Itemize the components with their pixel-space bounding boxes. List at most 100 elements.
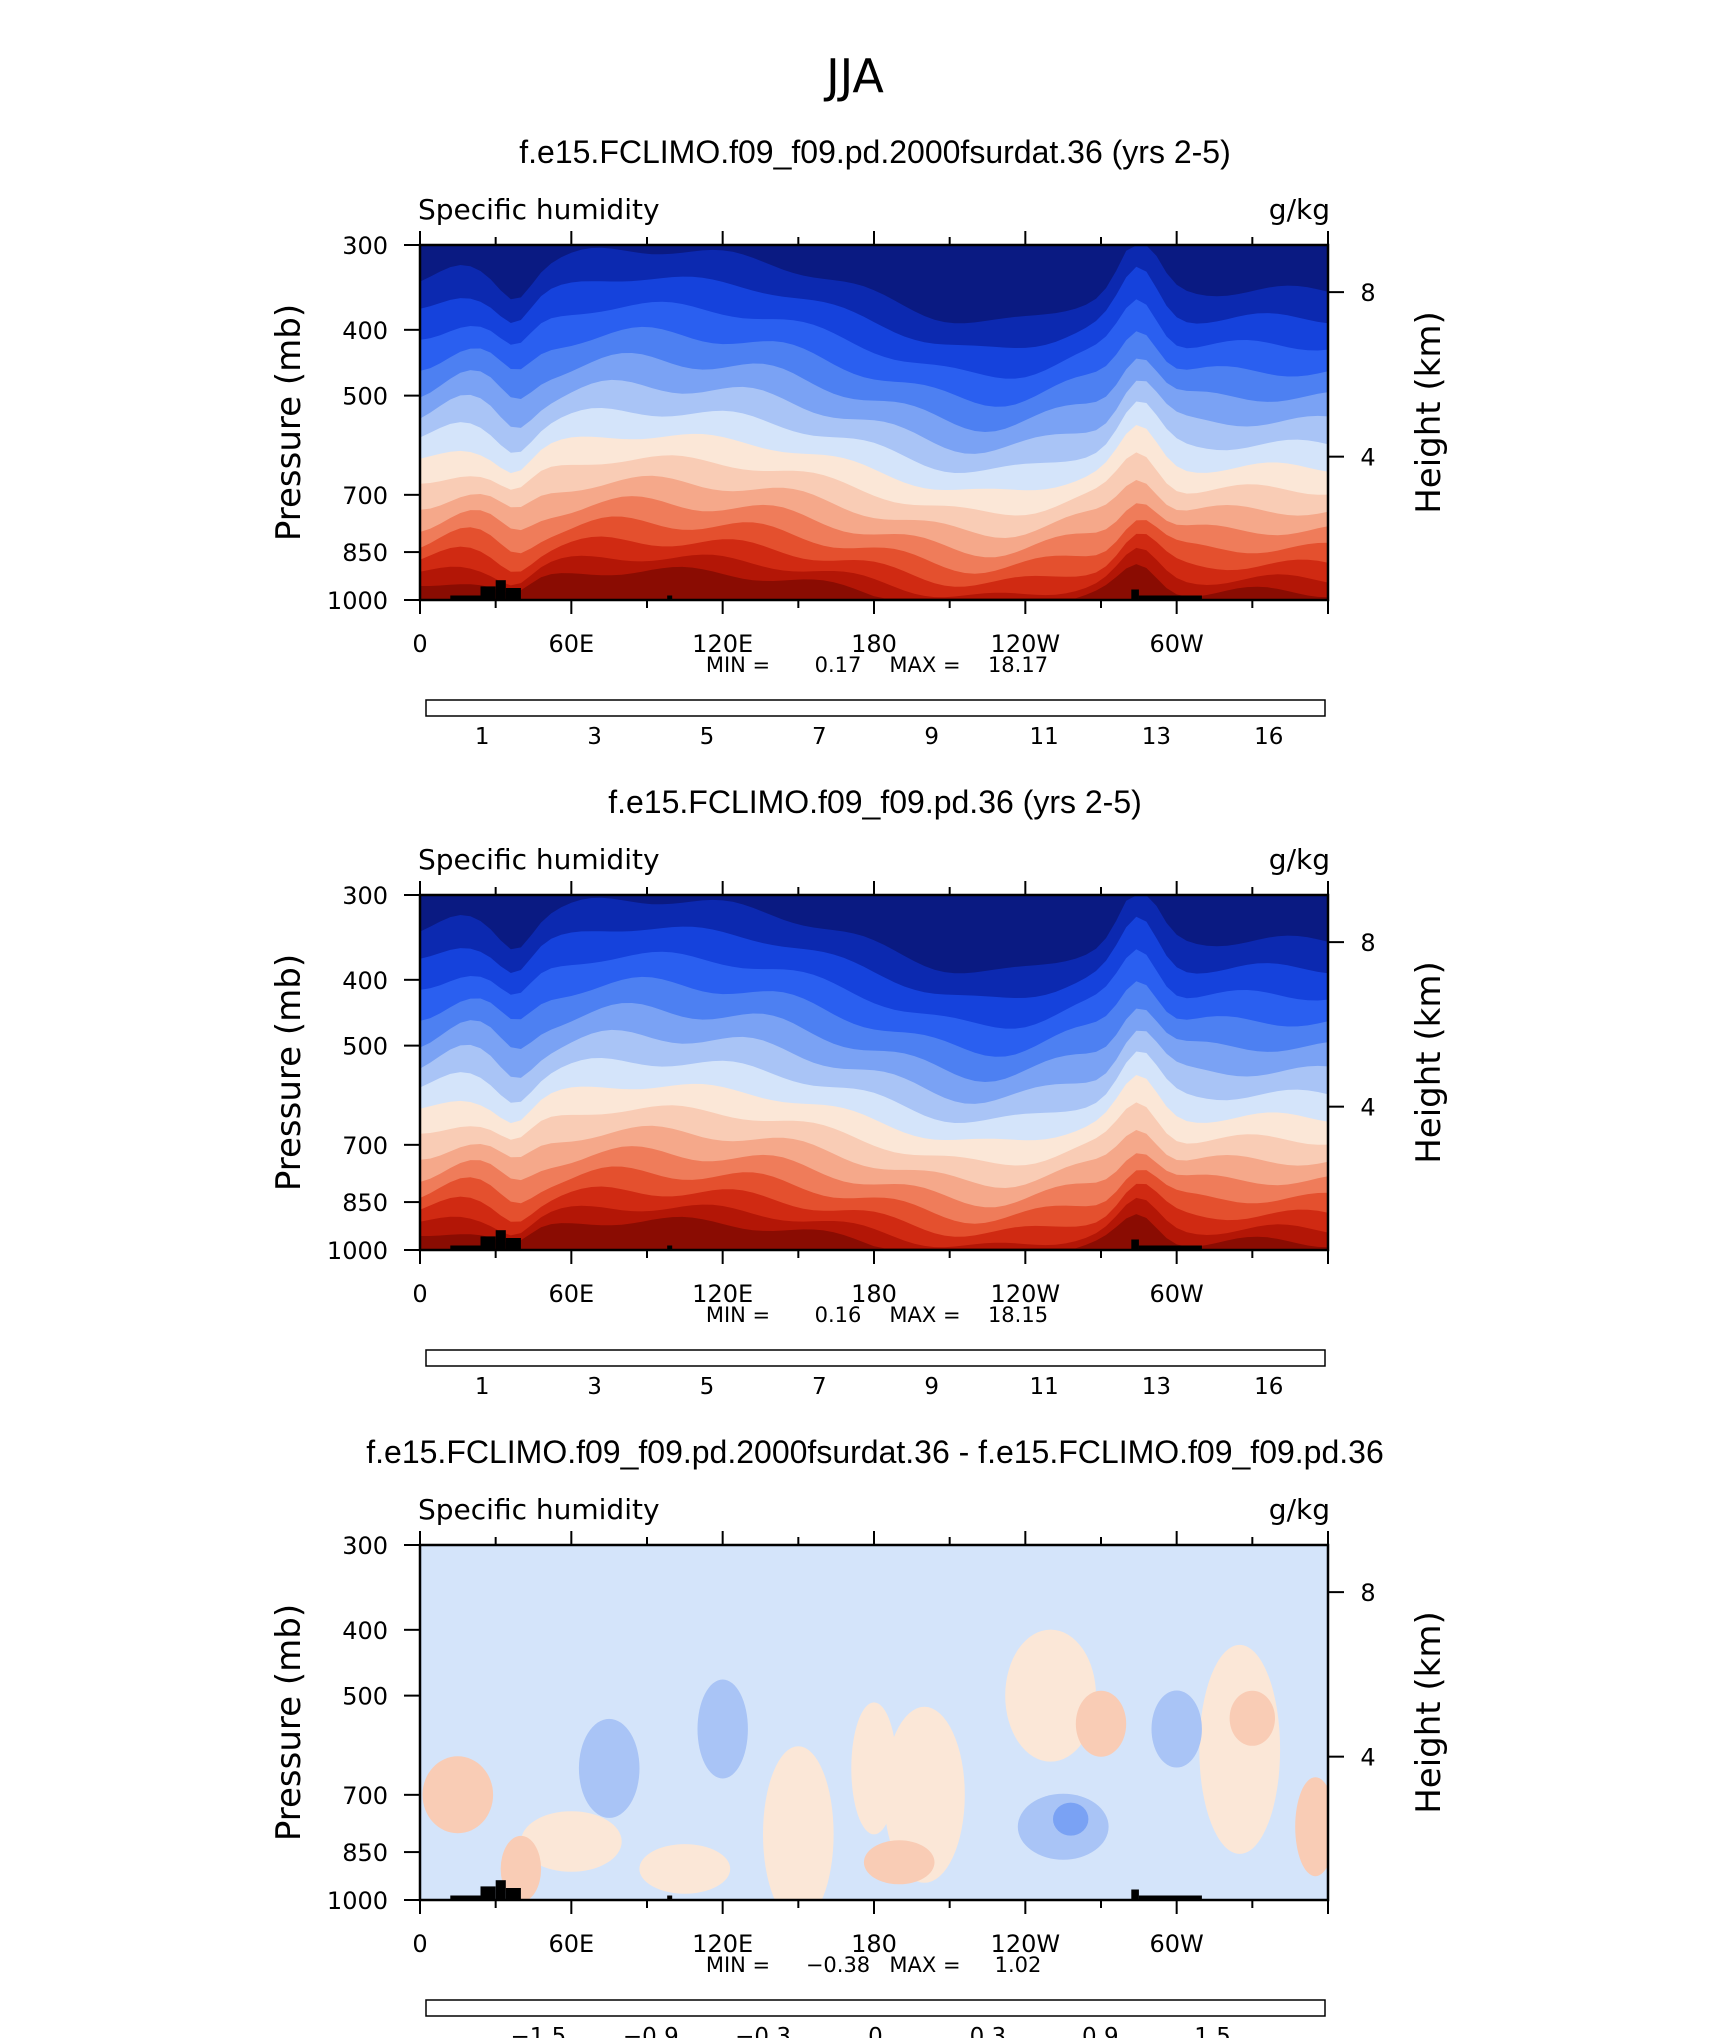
topography-block [505,1888,521,1900]
panel-title: f.e15.FCLIMO.f09_f09.pd.2000fsurdat.36 (… [519,134,1230,170]
y-tick-label: 700 [342,482,388,510]
topography-block [480,1886,496,1900]
panel-title: f.e15.FCLIMO.f09_f09.pd.36 (yrs 2-5) [608,784,1142,820]
y-axis-label: Pressure (mb) [269,1604,309,1841]
y-tick-label: 500 [342,1683,388,1711]
contour-patch [763,1746,834,1900]
topography-block [1131,589,1139,600]
y-tick-label: 300 [342,232,388,260]
colorbar-label: 16 [1254,724,1283,750]
x-tick-label: 60W [1150,1280,1204,1308]
height-axis: 8 4 Height (km) [1328,1579,1449,1814]
y-axis-label: Pressure (mb) [269,954,309,1191]
colorbar-label: 1 [475,1374,490,1400]
y-tick-label: 1000 [327,1887,388,1915]
contour-band [420,564,1328,600]
y-tick-label: 1000 [327,1237,388,1265]
x-tick-label: 180 [851,1280,897,1308]
panel-1: f.e15.FCLIMO.f09_f09.pd.2000fsurdat.36 (… [269,134,1449,750]
min-label: MIN = [706,1303,770,1327]
max-value: 18.17 [988,653,1048,677]
colorbar-frame [425,699,1326,717]
height-tick-label: 4 [1360,1744,1375,1772]
contour-field [420,1545,1328,1900]
topography-block [1138,595,1202,600]
colorbar-label: 9 [924,1374,939,1400]
x-tick-label: 120E [692,1280,753,1308]
panel-subtitle-right: g/kg [1269,1493,1330,1526]
topography-block [1138,1245,1202,1250]
x-tick-label: 0 [412,1930,427,1958]
y-tick-label: 700 [342,1782,388,1810]
topography-block [480,586,496,600]
topography [450,1230,1202,1250]
y-axis-label: Pressure (mb) [269,304,309,541]
x-tick-label: 60E [548,630,594,658]
topography-block [1131,1889,1139,1900]
colorbar-label: 1 [475,724,490,750]
colorbar-label: 0.3 [970,2024,1007,2038]
topography-block [1131,1239,1139,1250]
x-tick-label: 120E [692,630,753,658]
panel-subtitle-right: g/kg [1269,193,1330,226]
height-tick-label: 8 [1360,1579,1375,1607]
height-axis: 8 4 Height (km) [1328,929,1449,1164]
x-tick-label: 60W [1150,1930,1204,1958]
contour-patch [520,1811,622,1872]
min-label: MIN = [706,1953,770,1977]
colorbar-label: 11 [1029,724,1058,750]
panel-subtitle-right: g/kg [1269,843,1330,876]
panel-3: f.e15.FCLIMO.f09_f09.pd.2000fsurdat.36 -… [269,1434,1449,2038]
colorbar-label: 3 [587,1374,602,1400]
x-tick-label: 180 [851,1930,897,1958]
panel-subtitle-left: Specific humidity [418,843,660,876]
min-label: MIN = [706,653,770,677]
max-label: MAX = [889,1303,960,1327]
topography-block [667,1245,673,1250]
height-tick-label: 8 [1360,929,1375,957]
x-tick-label: 120W [991,630,1061,658]
topography-block [1138,1895,1202,1900]
height-axis: 8 4 Height (km) [1328,279,1449,514]
y-tick-label: 500 [342,1033,388,1061]
colorbar-label: 1.5 [1194,2024,1231,2038]
x-axis: 0 60E 120E 180 120W 60W [412,881,1329,1308]
min-value: −0.38 [806,1953,870,1977]
height-tick-label: 4 [1360,444,1375,472]
max-value: 18.15 [988,1303,1048,1327]
topography-block [450,595,481,600]
figure-title: JJA [823,49,884,103]
height-tick-label: 4 [1360,1094,1375,1122]
y-axis: 300 400 500 700 850 1000 Pressure (mb) [269,882,420,1265]
colorbar: 1 3 5 7 9 11 13 16 [425,699,1326,750]
y-tick-label: 400 [342,967,388,995]
max-label: MAX = [889,653,960,677]
colorbar: 1 3 5 7 9 11 13 16 [425,1349,1326,1400]
colorbar-label: 5 [700,724,715,750]
x-axis: 0 60E 120E 180 120W 60W [412,1531,1329,1958]
contour-patch [884,1706,965,1883]
topography-block [495,1230,506,1250]
height-axis-label: Height (km) [1409,1611,1449,1814]
colorbar-label: 0 [868,2024,883,2038]
y-tick-label: 850 [342,1839,388,1867]
max-value: 1.02 [995,1953,1042,1977]
x-tick-label: 180 [851,630,897,658]
panel-2: f.e15.FCLIMO.f09_f09.pd.36 (yrs 2-5) Spec… [269,784,1449,1400]
colorbar-label: 7 [812,1374,827,1400]
y-tick-label: 1000 [327,587,388,615]
contour-patch [639,1844,731,1894]
x-tick-label: 60E [548,1930,594,1958]
panel-subtitle-left: Specific humidity [418,1493,660,1526]
contour-patch [422,1756,494,1834]
contour-field [420,895,1328,1250]
contour-patch [851,1702,897,1835]
topography [450,1880,1202,1900]
topography [450,580,1202,600]
x-tick-label: 120E [692,1930,753,1958]
y-tick-label: 300 [342,882,388,910]
colorbar-label: 13 [1142,724,1171,750]
colorbar-label: 11 [1029,1374,1058,1400]
colorbar-frame [425,1349,1326,1367]
